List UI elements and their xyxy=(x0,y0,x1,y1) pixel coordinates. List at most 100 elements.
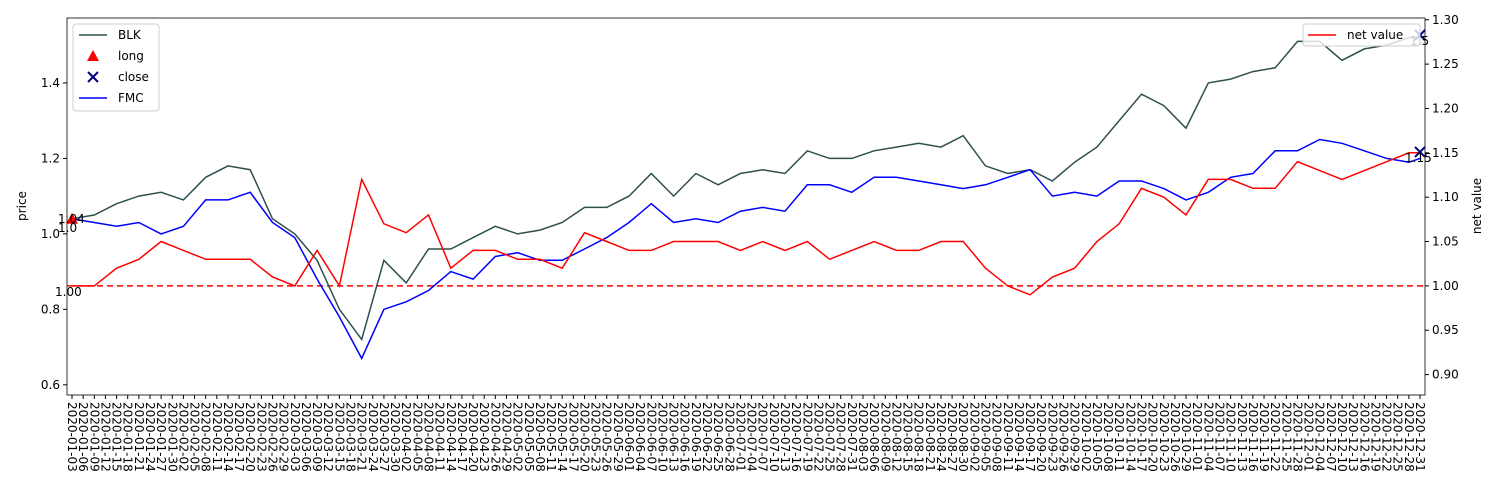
x-tick-label: 2020-03-03 xyxy=(288,402,302,472)
x-tick-label: 2020-11-07 xyxy=(1212,402,1226,472)
legend: net value xyxy=(1302,23,1421,47)
x-tick-label: 2020-06-01 xyxy=(622,402,636,472)
x-tick-label: 2020-01-21 xyxy=(132,402,146,472)
x-tick-label: 2020-04-08 xyxy=(421,402,435,472)
x-tick-label: 2020-10-20 xyxy=(1146,402,1160,472)
x-tick-label: 2020-05-26 xyxy=(600,402,614,472)
x-tick-label: 2020-12-01 xyxy=(1302,402,1316,472)
x-tick-label: 2020-03-30 xyxy=(388,402,402,472)
x-tick-label: 2020-02-29 xyxy=(277,402,291,472)
x-tick-label: 2020-05-17 xyxy=(566,402,580,472)
y-tick-label: 0.6 xyxy=(41,378,60,392)
y-axis-label: price xyxy=(15,191,29,221)
x-tick-label: 2020-09-29 xyxy=(1068,402,1082,472)
x-tick-label: 2020-09-02 xyxy=(967,402,981,472)
x-tick-label: 2020-04-29 xyxy=(499,402,513,472)
x-tick-label: 2020-06-10 xyxy=(655,402,669,472)
legend-label: close xyxy=(118,70,149,84)
y-tick-label: 1.2 xyxy=(41,151,60,165)
x-tick-label: 2020-11-28 xyxy=(1290,402,1304,472)
x-tick-label: 2020-01-24 xyxy=(143,402,157,472)
y-tick-label: 1.4 xyxy=(41,76,60,90)
x-tick-label: 2020-03-09 xyxy=(310,402,324,472)
x-tick-label: 2020-04-20 xyxy=(466,402,480,472)
x-tick-label: 2020-07-10 xyxy=(767,402,781,472)
x-tick-label: 2020-01-15 xyxy=(110,402,124,472)
x-tick-label: 2020-08-15 xyxy=(901,402,915,472)
x-tick-label: 2020-12-28 xyxy=(1402,402,1416,472)
x-tick-label: 2020-02-17 xyxy=(232,402,246,472)
x-tick-label: 2020-04-02 xyxy=(399,402,413,472)
x-tick-label: 2020-01-18 xyxy=(121,402,135,472)
x-tick-label: 2020-06-07 xyxy=(644,402,658,472)
x-tick-label: 2020-05-20 xyxy=(577,402,591,472)
annotation: 1.0 xyxy=(58,221,77,235)
x-tick-label: 2020-09-05 xyxy=(979,402,993,472)
x-tick-label: 2020-12-07 xyxy=(1324,402,1338,472)
x-tick-label: 2020-08-27 xyxy=(945,402,959,472)
y2-tick-label: 0.95 xyxy=(1432,323,1459,337)
x-tick-label: 2020-09-17 xyxy=(1023,402,1037,472)
legend-label: FMC xyxy=(118,91,144,105)
x-tick-label: 2020-07-31 xyxy=(845,402,859,472)
x-tick-label: 2020-11-16 xyxy=(1246,402,1260,472)
x-tick-label: 2020-01-30 xyxy=(165,402,179,472)
legend-label: BLK xyxy=(118,28,142,42)
x-tick-label: 2020-03-27 xyxy=(377,402,391,472)
x-tick-label: 2020-10-17 xyxy=(1134,402,1148,472)
legend-label: net value xyxy=(1347,28,1403,42)
x-tick-label: 2020-11-04 xyxy=(1201,402,1215,472)
long-marker xyxy=(66,212,78,224)
legend: BLK long close FMC xyxy=(72,23,160,112)
x-tick-label: 2020-04-23 xyxy=(477,402,491,472)
x-tick-label: 2020-01-06 xyxy=(76,402,90,472)
x-tick-label: 2020-05-02 xyxy=(511,402,525,472)
x-tick-label: 2020-06-28 xyxy=(722,402,736,472)
x-tick-label: 2020-07-16 xyxy=(789,402,803,472)
x-tick-label: 2020-05-29 xyxy=(611,402,625,472)
x-tick-label: 2020-01-03 xyxy=(65,402,79,472)
x-tick-label: 2020-09-23 xyxy=(1045,402,1059,472)
x-tick-label: 2020-12-25 xyxy=(1391,402,1405,472)
x-tick-label: 2020-05-23 xyxy=(589,402,603,472)
x-tick-label: 2020-02-26 xyxy=(266,402,280,472)
x-tick-label: 2020-09-14 xyxy=(1012,402,1026,472)
series-line xyxy=(71,36,1420,342)
y2-tick-label: 1.30 xyxy=(1432,13,1459,27)
x-tick-label: 2020-04-11 xyxy=(433,402,447,472)
x-tick-label: 2020-10-02 xyxy=(1079,402,1093,472)
x-tick-label: 2020-06-13 xyxy=(667,402,681,472)
x-tick-label: 2020-02-23 xyxy=(254,402,268,472)
x-tick-label: 2020-12-22 xyxy=(1380,402,1394,472)
series-line xyxy=(72,152,1420,296)
x-tick-label: 2020-11-22 xyxy=(1268,402,1282,472)
x-tick-label: 2020-11-25 xyxy=(1279,402,1293,472)
x-tick-label: 2020-12-31 xyxy=(1413,402,1427,472)
x-tick-label: 2020-06-19 xyxy=(689,402,703,472)
x-tick-label: 2020-07-19 xyxy=(800,402,814,472)
x-tick-label: 2020-05-14 xyxy=(555,402,569,472)
x-tick-label: 2020-12-16 xyxy=(1357,402,1371,472)
x-tick-label: 2020-01-09 xyxy=(87,402,101,472)
x-tick-label: 2020-08-12 xyxy=(889,402,903,472)
legend-swatch xyxy=(87,71,99,83)
x-tick-label: 2020-08-30 xyxy=(956,402,970,472)
x-tick-label: 2020-05-11 xyxy=(544,402,558,472)
legend-label: long xyxy=(118,49,144,63)
x-tick-label: 2020-07-01 xyxy=(733,402,747,472)
y-tick-label: 0.8 xyxy=(41,302,60,316)
x-tick-label: 2020-10-05 xyxy=(1090,402,1104,472)
x-tick-label: 2020-09-08 xyxy=(990,402,1004,472)
y2-tick-label: 1.00 xyxy=(1432,279,1459,293)
x-tick-label: 2020-10-29 xyxy=(1179,402,1193,472)
x-tick-label: 2020-08-06 xyxy=(867,402,881,472)
x-tick-label: 2020-07-25 xyxy=(823,402,837,472)
x-tick-label: 2020-10-23 xyxy=(1157,402,1171,472)
y2-tick-label: 0.90 xyxy=(1432,368,1459,382)
y2-tick-label: 1.20 xyxy=(1432,101,1459,115)
y2-tick-label: 1.15 xyxy=(1432,146,1459,160)
x-tick-label: 2020-10-14 xyxy=(1123,402,1137,472)
x-tick-label: 2020-06-04 xyxy=(633,402,647,472)
x-tick-label: 2020-03-06 xyxy=(299,402,313,472)
x-tick-label: 2020-08-24 xyxy=(934,402,948,472)
